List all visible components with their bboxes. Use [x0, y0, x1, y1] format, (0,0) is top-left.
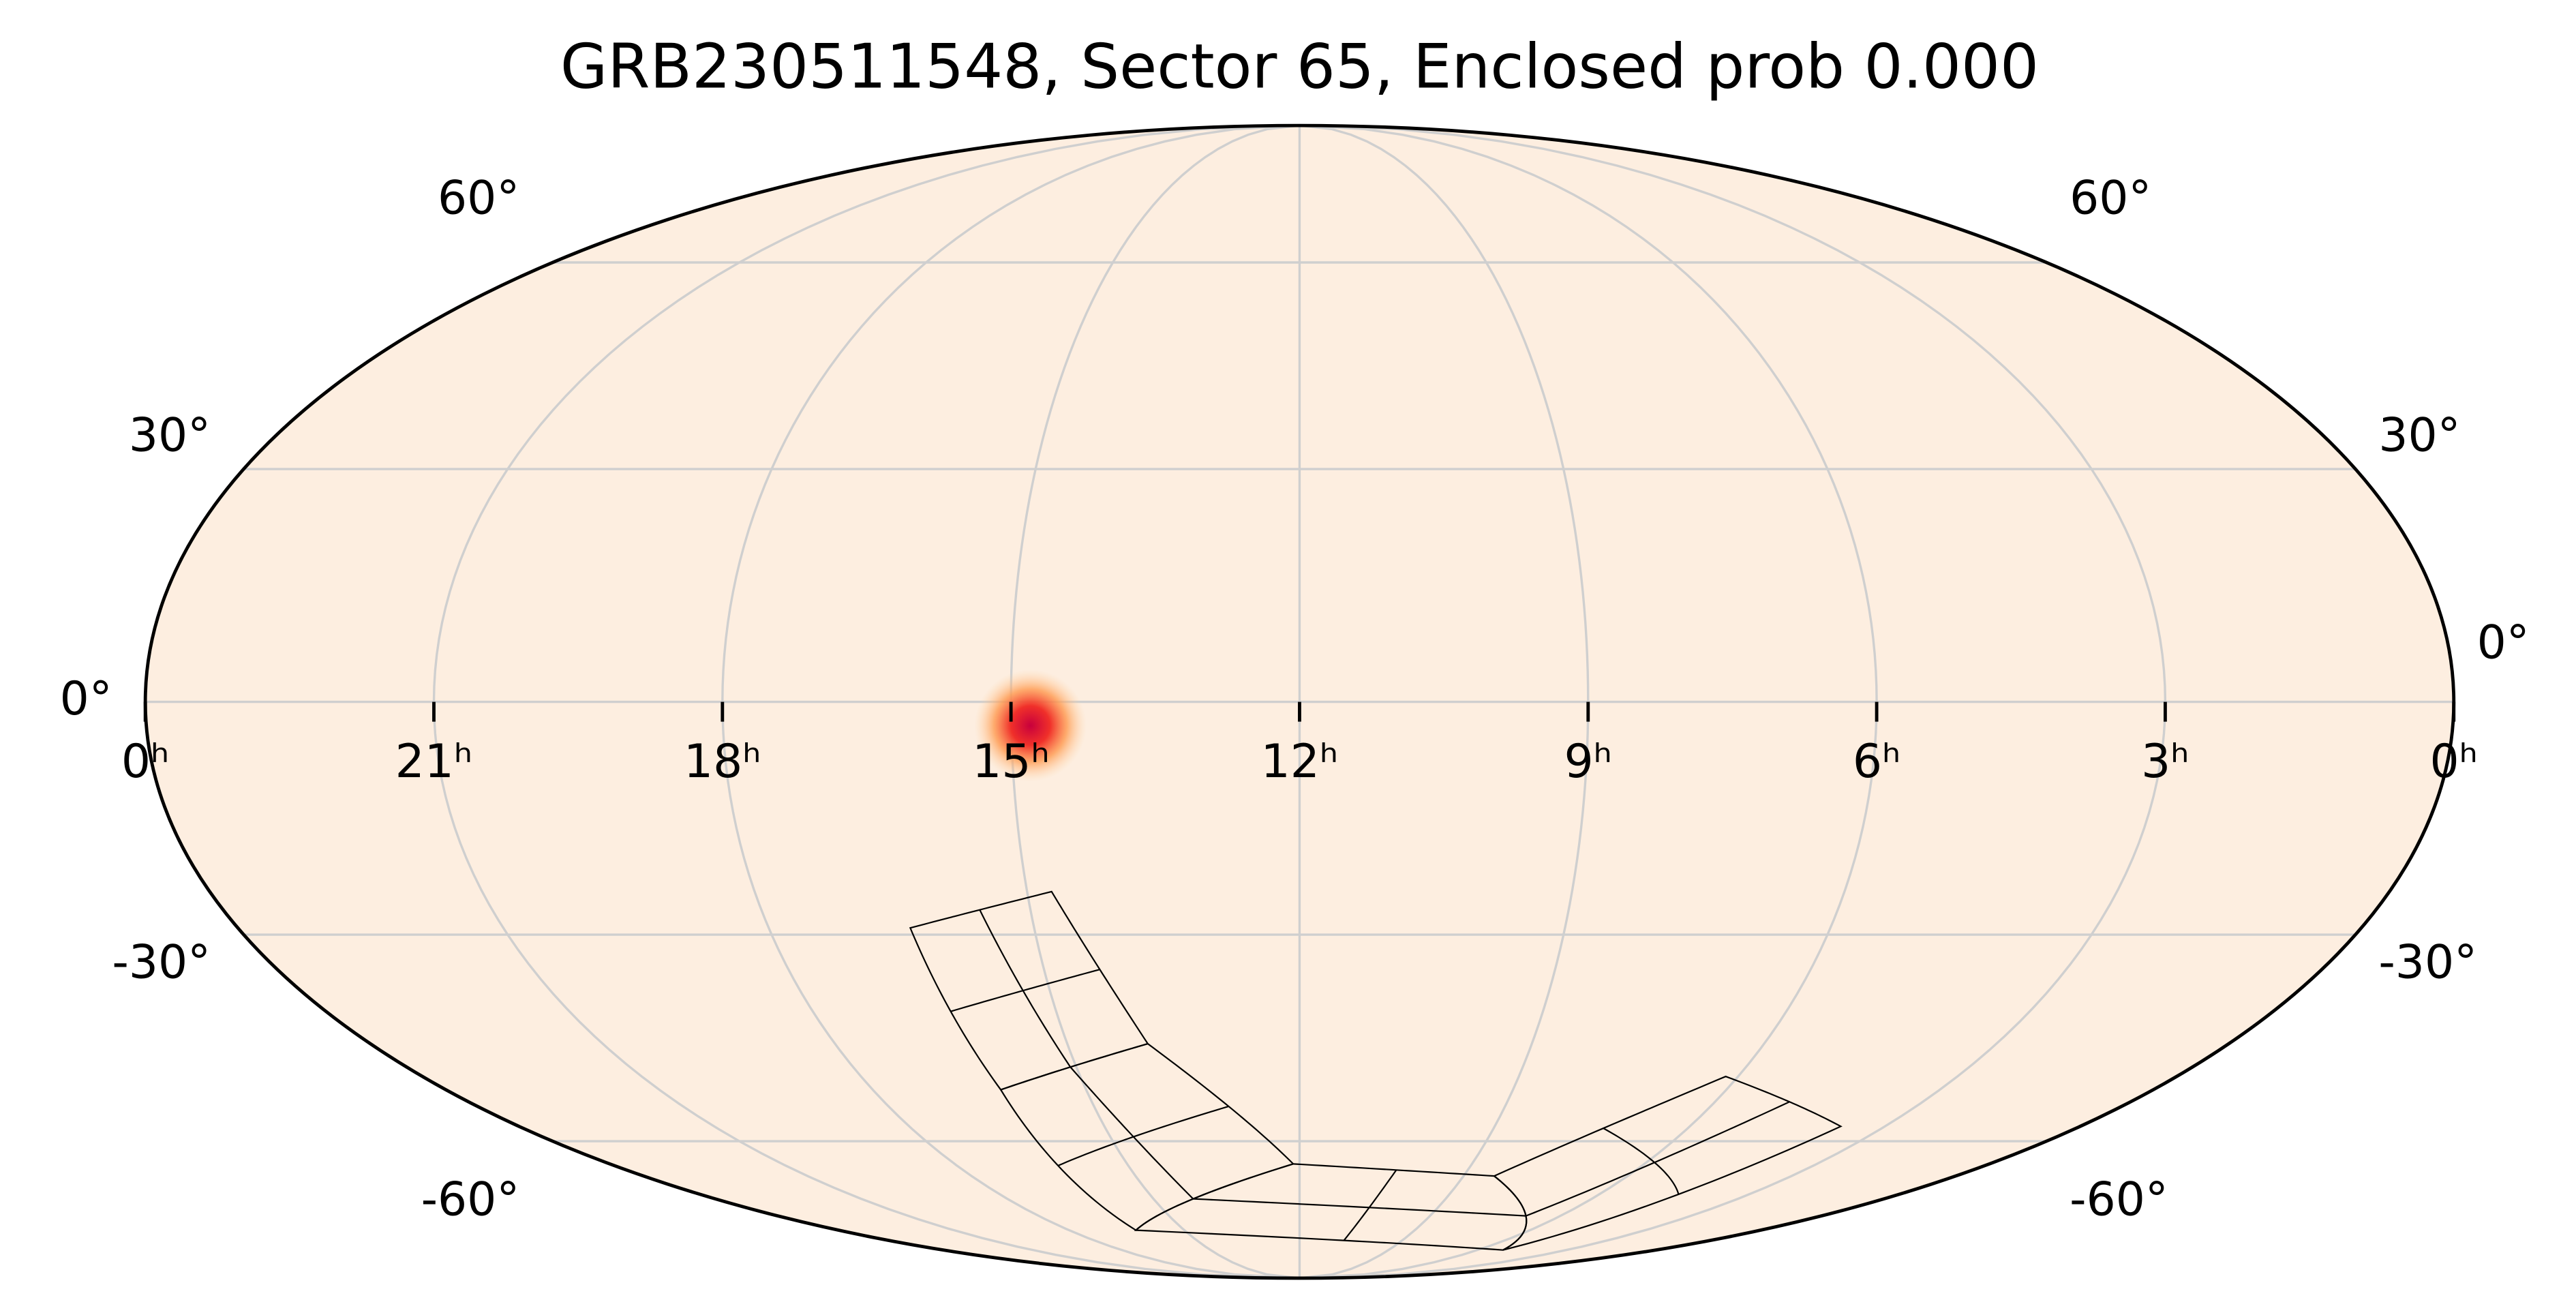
x-tick-label: 15ʰ [972, 734, 1050, 788]
x-tick-label: 0ʰ [121, 734, 170, 788]
y-tick-label-right: -30° [2378, 935, 2477, 989]
y-tick-label-right: -60° [2070, 1173, 2168, 1226]
camera-footprint [1492, 1075, 1843, 1251]
y-tick-label-right: 60° [2070, 170, 2151, 224]
x-tick-label: 18ʰ [684, 734, 761, 788]
y-tick-label-right: 30° [2378, 408, 2460, 462]
ccd-divider [1526, 1101, 1790, 1217]
x-tick-label: 3ʰ [2141, 734, 2189, 788]
sky-outline [143, 123, 2456, 1280]
y-tick-label-left: 0° [60, 671, 112, 725]
ccd-divider [1343, 1169, 1397, 1241]
ccd-divider [1057, 1105, 1229, 1166]
y-tick-label-left: 30° [129, 408, 211, 462]
x-tick-label: 9ʰ [1564, 734, 1612, 788]
localization-hotspot [974, 669, 1087, 782]
x-tick-label: 12ʰ [1261, 734, 1339, 788]
x-tick-label: 21ʰ [395, 734, 473, 788]
y-tick-label-left: -60° [421, 1173, 520, 1226]
ccd-divider [950, 969, 1100, 1012]
y-tick-label-left: 60° [438, 170, 519, 224]
x-tick-label: 6ʰ [1853, 734, 1901, 788]
y-tick-label-left: -30° [112, 935, 211, 989]
chart-title: GRB230511548, Sector 65, Enclosed prob 0… [560, 32, 2039, 103]
y-tick-label-right: 0° [2477, 616, 2530, 669]
x-tick-label: 0ʰ [2429, 734, 2478, 788]
